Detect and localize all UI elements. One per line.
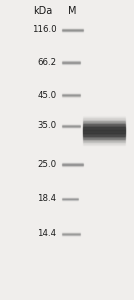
Text: 18.4: 18.4 <box>37 194 56 203</box>
Text: 25.0: 25.0 <box>37 160 56 169</box>
Text: M: M <box>68 6 77 16</box>
Text: 116.0: 116.0 <box>32 26 56 34</box>
Text: 35.0: 35.0 <box>37 122 56 130</box>
Text: 14.4: 14.4 <box>37 230 56 238</box>
Text: 66.2: 66.2 <box>37 58 56 67</box>
Text: kDa: kDa <box>33 6 53 16</box>
Text: 45.0: 45.0 <box>37 91 56 100</box>
